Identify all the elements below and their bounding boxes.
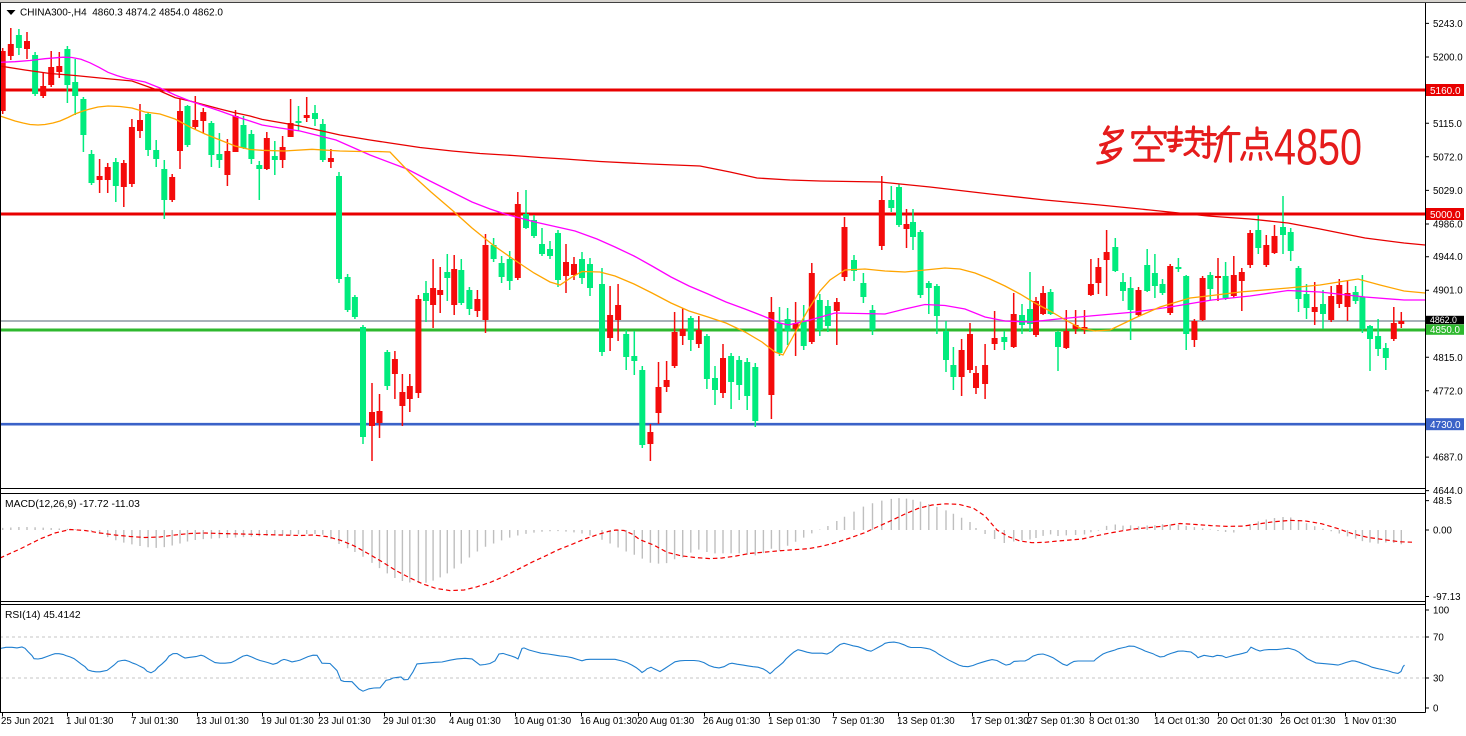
svg-text:29 Jul 01:30: 29 Jul 01:30 xyxy=(383,716,436,727)
svg-text:48.5: 48.5 xyxy=(1433,496,1452,507)
svg-text:4772.0: 4772.0 xyxy=(1433,386,1463,397)
svg-text:5160.0: 5160.0 xyxy=(1430,86,1461,97)
svg-text:4944.0: 4944.0 xyxy=(1433,252,1463,263)
svg-text:4862.0: 4862.0 xyxy=(1430,315,1457,325)
svg-text:0.00: 0.00 xyxy=(1433,526,1452,537)
svg-text:10 Aug 01:30: 10 Aug 01:30 xyxy=(514,716,572,727)
svg-text:5072.0: 5072.0 xyxy=(1433,152,1463,163)
svg-text:5029.0: 5029.0 xyxy=(1433,186,1463,197)
svg-text:MACD(12,26,9) -17.72 -11.03: MACD(12,26,9) -17.72 -11.03 xyxy=(5,499,140,510)
svg-text:16 Aug 01:30: 16 Aug 01:30 xyxy=(580,716,638,727)
svg-text:4730.0: 4730.0 xyxy=(1430,420,1461,431)
svg-text:20 Oct 01:30: 20 Oct 01:30 xyxy=(1217,716,1273,727)
svg-text:4 Aug 01:30: 4 Aug 01:30 xyxy=(449,716,501,727)
svg-text:13 Jul 01:30: 13 Jul 01:30 xyxy=(196,716,249,727)
svg-text:70: 70 xyxy=(1433,633,1444,644)
svg-text:CHINA300-,H4 4860.3 4874.2 48: CHINA300-,H4 4860.3 4874.2 4854.0 4862.0 xyxy=(20,8,223,19)
svg-text:13 Sep 01:30: 13 Sep 01:30 xyxy=(897,716,955,727)
svg-text:27 Sep 01:30: 27 Sep 01:30 xyxy=(1027,716,1085,727)
svg-text:26 Aug 01:30: 26 Aug 01:30 xyxy=(703,716,761,727)
svg-text:25 Jun 2021: 25 Jun 2021 xyxy=(1,716,54,727)
svg-text:1 Jul 01:30: 1 Jul 01:30 xyxy=(66,716,114,727)
svg-text:100: 100 xyxy=(1433,606,1450,617)
svg-text:23 Jul 01:30: 23 Jul 01:30 xyxy=(318,716,371,727)
svg-text:20 Aug 01:30: 20 Aug 01:30 xyxy=(637,716,695,727)
svg-text:19 Jul 01:30: 19 Jul 01:30 xyxy=(261,716,314,727)
svg-text:4644.0: 4644.0 xyxy=(1433,486,1463,497)
svg-text:7 Jul 01:30: 7 Jul 01:30 xyxy=(131,716,179,727)
svg-text:5000.0: 5000.0 xyxy=(1430,210,1461,221)
svg-text:7 Sep 01:30: 7 Sep 01:30 xyxy=(832,716,885,727)
svg-text:14 Oct 01:30: 14 Oct 01:30 xyxy=(1154,716,1210,727)
svg-text:17 Sep 01:30: 17 Sep 01:30 xyxy=(971,716,1029,727)
svg-text:30: 30 xyxy=(1433,674,1444,685)
svg-text:4815.0: 4815.0 xyxy=(1433,353,1463,364)
svg-text:8 Oct 01:30: 8 Oct 01:30 xyxy=(1089,716,1140,727)
svg-text:5243.0: 5243.0 xyxy=(1433,19,1463,30)
svg-text:1 Sep 01:30: 1 Sep 01:30 xyxy=(768,716,821,727)
svg-text:4850.0: 4850.0 xyxy=(1430,325,1461,336)
svg-text:5115.0: 5115.0 xyxy=(1433,119,1463,130)
svg-text:RSI(14) 45.4142: RSI(14) 45.4142 xyxy=(5,610,81,621)
svg-text:5200.0: 5200.0 xyxy=(1433,53,1463,64)
svg-text:4901.0: 4901.0 xyxy=(1433,286,1463,297)
svg-text:4850: 4850 xyxy=(1274,119,1362,176)
svg-text:-97.13: -97.13 xyxy=(1433,592,1460,603)
svg-text:0: 0 xyxy=(1433,704,1439,715)
svg-text:26 Oct 01:30: 26 Oct 01:30 xyxy=(1280,716,1336,727)
svg-text:4986.0: 4986.0 xyxy=(1433,220,1463,231)
svg-text:1 Nov 01:30: 1 Nov 01:30 xyxy=(1344,716,1397,727)
svg-text:4687.0: 4687.0 xyxy=(1433,453,1463,464)
